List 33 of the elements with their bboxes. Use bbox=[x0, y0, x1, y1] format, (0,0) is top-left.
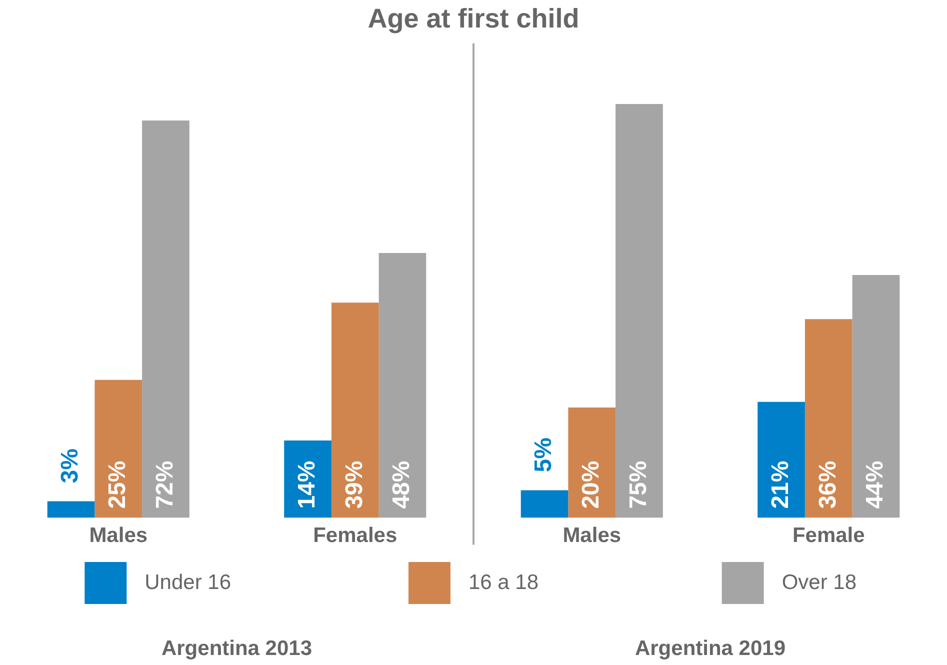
legend-label: Under 16 bbox=[144, 570, 232, 594]
data-label: 72% bbox=[151, 460, 178, 509]
data-label: 3% bbox=[56, 448, 84, 484]
x-tick-label: Female bbox=[792, 524, 865, 548]
bar bbox=[568, 407, 616, 518]
bar bbox=[852, 275, 900, 518]
data-label: 20% bbox=[578, 460, 604, 509]
x-tick-label: Females bbox=[313, 524, 398, 548]
data-label: 39% bbox=[340, 460, 368, 509]
legend-label: 16 a 18 bbox=[468, 570, 539, 594]
bar bbox=[378, 252, 426, 518]
x-tick-label: Males bbox=[89, 524, 148, 548]
bar bbox=[47, 501, 95, 518]
data-label: 44% bbox=[862, 460, 889, 509]
bar bbox=[94, 380, 142, 518]
chart-title: Age at first child bbox=[368, 4, 580, 34]
data-label: 48% bbox=[388, 460, 416, 509]
data-label: 14% bbox=[293, 460, 320, 509]
data-label: 75% bbox=[624, 460, 652, 509]
text: Argentina 2019 bbox=[634, 636, 786, 660]
bar bbox=[758, 402, 805, 518]
text: Argentina 2013 bbox=[161, 636, 312, 660]
bar bbox=[804, 319, 852, 518]
bar bbox=[520, 490, 568, 518]
data-label: 5% bbox=[530, 438, 558, 472]
data-label: 36% bbox=[814, 460, 842, 509]
data-label: 25% bbox=[104, 460, 131, 509]
bar bbox=[331, 302, 379, 518]
legend-label: Over 18 bbox=[782, 570, 857, 594]
data-label: 21% bbox=[766, 460, 794, 509]
bar bbox=[142, 120, 190, 518]
bar bbox=[616, 104, 663, 518]
x-tick-label: Males bbox=[562, 524, 622, 548]
